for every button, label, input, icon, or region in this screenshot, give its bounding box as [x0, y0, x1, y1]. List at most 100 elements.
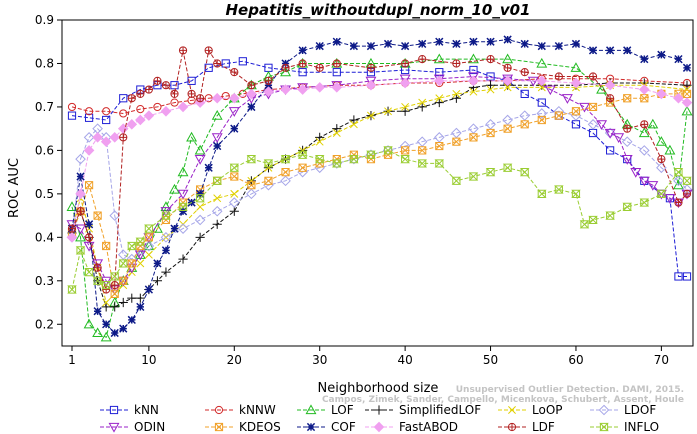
data-point — [144, 224, 154, 233]
legend-label: COF — [331, 420, 356, 434]
data-point — [630, 168, 642, 178]
data-point — [84, 233, 94, 242]
data-point — [213, 194, 222, 203]
data-point — [93, 263, 102, 272]
data-point — [178, 207, 188, 216]
data-point — [417, 159, 428, 168]
data-point — [486, 37, 495, 46]
data-point — [100, 331, 112, 342]
data-point — [161, 81, 171, 90]
data-point — [119, 324, 128, 333]
series-line — [71, 82, 688, 308]
data-point — [332, 59, 341, 68]
data-point — [606, 94, 615, 103]
legend-entry-ldf: LDF — [498, 420, 555, 434]
data-point — [417, 102, 427, 112]
y-tick-label: 0.5 — [35, 187, 54, 201]
x-tick-label: 30 — [312, 353, 327, 367]
data-point — [647, 181, 659, 191]
data-point — [570, 77, 582, 89]
data-point — [682, 176, 692, 185]
data-point — [536, 189, 547, 198]
data-point — [230, 189, 239, 198]
data-point — [66, 201, 78, 212]
data-point — [674, 54, 683, 64]
data-point — [469, 37, 478, 46]
y-axis: 0.2 0.3 0.4 0.5 0.6 0.7 0.8 0.9 — [35, 13, 62, 331]
data-point — [502, 114, 513, 126]
data-point — [93, 307, 102, 316]
data-point — [657, 155, 666, 164]
series-line — [71, 49, 688, 291]
series-fastabod — [66, 75, 693, 243]
data-point — [263, 86, 274, 98]
data-point — [153, 76, 162, 85]
data-point — [144, 85, 153, 94]
data-point — [110, 302, 120, 312]
data-point — [314, 154, 325, 164]
data-point — [485, 80, 496, 90]
data-point — [674, 272, 683, 281]
y-tick-label: 0.3 — [35, 274, 54, 288]
data-point — [187, 76, 196, 85]
data-point — [621, 136, 633, 148]
data-point — [136, 259, 145, 268]
data-point — [681, 105, 693, 116]
data-point — [247, 81, 256, 90]
data-point — [67, 102, 77, 112]
legend-label: SimplifiedLOF — [399, 403, 481, 417]
legend-marker — [508, 406, 516, 414]
credit-line-2: Campos, Zimek, Sander, Campello, Micenko… — [322, 395, 684, 405]
data-point — [638, 84, 650, 95]
data-point — [579, 102, 590, 113]
y-tick-label: 0.4 — [35, 230, 54, 244]
legend-label: ODIN — [134, 420, 165, 434]
data-point — [638, 127, 650, 138]
credit-line-1: Unsupervised Outlier Detection. DAMI, 20… — [456, 385, 684, 395]
series-ldof — [66, 105, 693, 265]
data-point — [366, 63, 376, 72]
data-point — [640, 54, 649, 64]
data-point — [298, 59, 307, 68]
legend: kNN kNNW LOF SimplifiedLOF LoOP LDOF ODIN KDEOS… — [100, 403, 659, 434]
data-point — [664, 194, 676, 204]
plot-frame — [61, 19, 694, 347]
data-point — [195, 194, 205, 203]
data-point — [298, 68, 307, 77]
legend-entry-inflo: INFLO — [590, 420, 659, 434]
series-knn — [67, 57, 692, 281]
data-point — [613, 133, 625, 143]
data-point — [673, 175, 684, 187]
data-point — [211, 133, 223, 143]
data-point — [503, 63, 512, 72]
data-point — [502, 163, 513, 172]
data-point — [587, 119, 599, 130]
data-point — [119, 109, 128, 118]
plot-area — [61, 19, 694, 347]
data-point — [468, 172, 479, 181]
series-inflo — [67, 146, 692, 294]
data-point — [433, 53, 445, 64]
x-tick-label: 40 — [397, 353, 412, 367]
data-point — [92, 276, 103, 285]
data-point — [136, 89, 145, 98]
data-point — [83, 145, 95, 156]
data-point — [469, 65, 478, 75]
data-point — [102, 241, 111, 251]
y-tick-label: 0.9 — [35, 13, 54, 27]
data-point — [211, 110, 223, 120]
legend-label: kNNW — [239, 403, 276, 417]
data-point — [647, 118, 659, 129]
data-point — [486, 85, 495, 94]
x-tick-label: 50 — [483, 353, 498, 367]
data-point — [280, 66, 291, 77]
data-point — [177, 166, 189, 177]
legend-entry-cof: COF — [297, 420, 356, 434]
data-point — [134, 250, 146, 261]
data-point — [674, 198, 683, 207]
data-point — [110, 281, 119, 290]
data-point — [349, 41, 359, 51]
data-point — [571, 189, 581, 198]
data-point — [126, 119, 138, 130]
data-point — [229, 163, 240, 172]
